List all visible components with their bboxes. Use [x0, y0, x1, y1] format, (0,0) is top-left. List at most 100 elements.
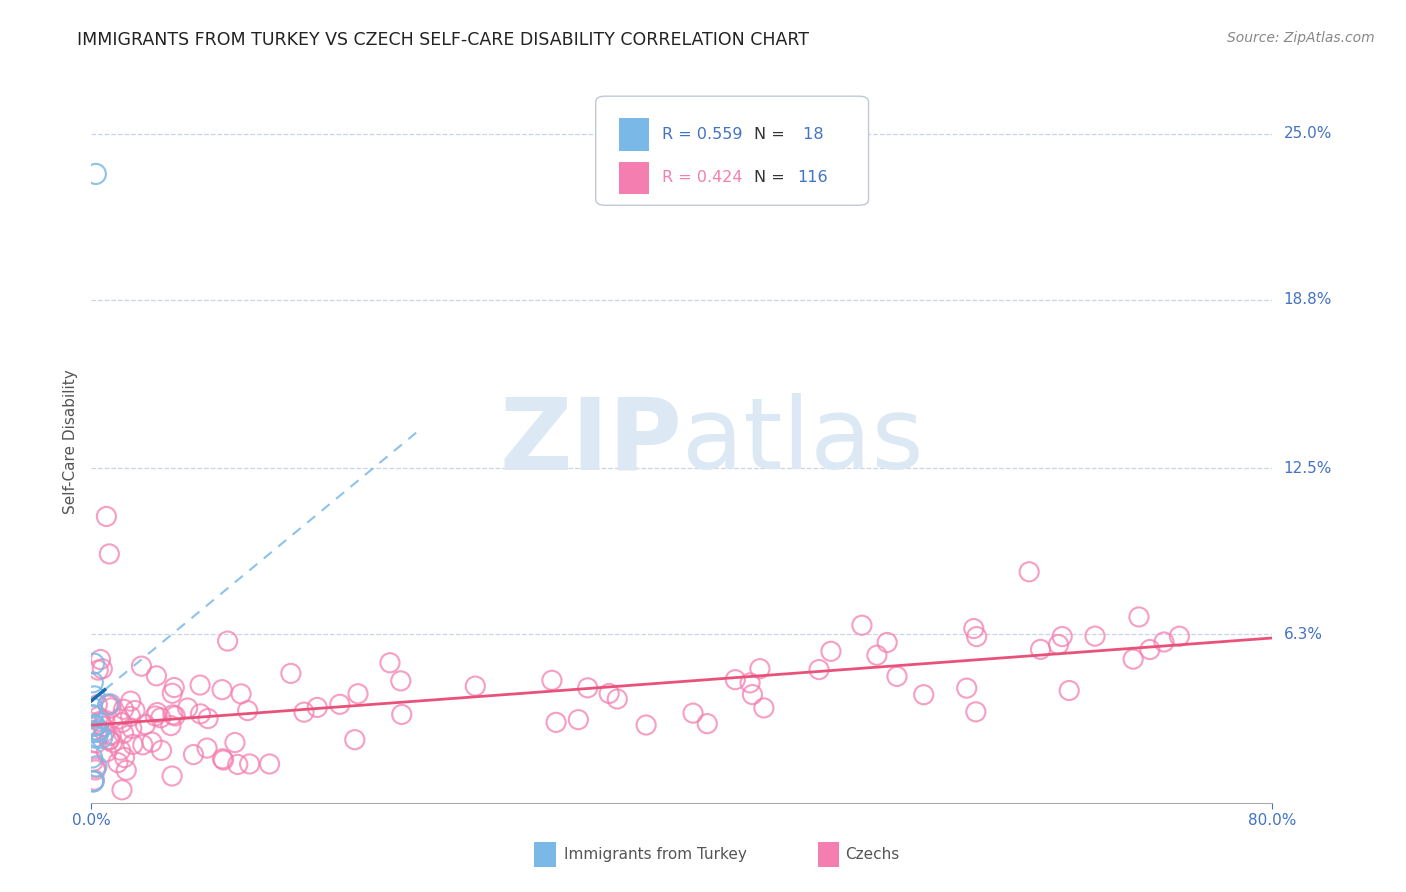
Point [160, 769, 183, 783]
Point [83, 774, 105, 789]
Point [82, 725, 104, 739]
Point [100, 728, 122, 742]
Point [176, 701, 198, 715]
Point [239, 756, 262, 771]
Point [87, 663, 110, 677]
Point [87, 723, 110, 737]
Point [83, 719, 105, 733]
Point [347, 687, 370, 701]
Text: N =: N = [754, 127, 790, 142]
Point [121, 722, 143, 736]
Point [89, 652, 111, 666]
Bar [534, 842, 555, 867]
Point [464, 679, 486, 693]
Point [195, 741, 218, 756]
Point [97, 698, 120, 712]
Point [217, 634, 239, 648]
Text: 116: 116 [797, 170, 828, 186]
Point [886, 669, 908, 683]
Point [197, 712, 219, 726]
Point [1057, 683, 1080, 698]
Point [866, 648, 889, 663]
Point [163, 681, 186, 695]
Point [956, 681, 979, 695]
Point [748, 662, 770, 676]
Point [111, 715, 134, 730]
Text: N =: N = [754, 170, 790, 186]
Point [820, 644, 842, 658]
Point [112, 702, 135, 716]
Point [378, 656, 401, 670]
Point [110, 743, 132, 757]
Point [82, 774, 104, 789]
Point [143, 709, 166, 723]
Point [83, 773, 105, 788]
Text: atlas: atlas [682, 393, 924, 490]
Point [91, 719, 114, 733]
Point [1153, 635, 1175, 649]
Text: Czechs: Czechs [845, 847, 900, 863]
Point [89, 714, 111, 729]
Point [188, 678, 211, 692]
Point [1122, 652, 1144, 666]
Point [108, 712, 131, 726]
Y-axis label: Self-Care Disability: Self-Care Disability [62, 369, 77, 514]
Point [292, 705, 315, 719]
Point [91, 731, 114, 745]
Point [162, 686, 184, 700]
Text: 18: 18 [797, 127, 824, 142]
Point [115, 764, 138, 778]
Point [1168, 629, 1191, 643]
Point [165, 709, 187, 723]
Point [86, 730, 108, 744]
Point [636, 718, 658, 732]
Point [696, 716, 718, 731]
Point [1047, 638, 1070, 652]
Text: 12.5%: 12.5% [1284, 461, 1331, 475]
Point [576, 681, 599, 695]
Text: 18.8%: 18.8% [1284, 293, 1331, 307]
Point [124, 703, 146, 717]
Point [100, 697, 122, 711]
Point [100, 701, 122, 715]
Point [84, 167, 107, 181]
Point [101, 735, 124, 749]
Point [226, 757, 249, 772]
Point [98, 733, 121, 747]
Point [211, 682, 233, 697]
Point [329, 698, 352, 712]
Point [86, 698, 108, 712]
Point [145, 669, 167, 683]
Point [86, 759, 108, 773]
Text: Source: ZipAtlas.com: Source: ZipAtlas.com [1227, 31, 1375, 45]
Point [107, 756, 129, 770]
Point [1128, 610, 1150, 624]
Point [259, 756, 281, 771]
Point [82, 708, 104, 723]
Point [912, 688, 935, 702]
Point [389, 673, 412, 688]
Point [82, 723, 104, 738]
Point [114, 750, 136, 764]
Point [91, 662, 114, 676]
Point [876, 635, 898, 649]
Point [280, 666, 302, 681]
Point [162, 707, 184, 722]
Point [97, 698, 120, 713]
Point [741, 688, 763, 702]
Point [86, 736, 108, 750]
Point [98, 732, 121, 747]
Point [236, 704, 259, 718]
Point [752, 701, 775, 715]
Point [541, 673, 564, 688]
Point [682, 706, 704, 720]
Point [546, 715, 568, 730]
Point [94, 713, 117, 727]
Point [83, 657, 105, 671]
Point [160, 718, 183, 732]
Point [343, 732, 366, 747]
Point [224, 735, 246, 749]
Point [87, 710, 110, 724]
Point [96, 509, 118, 524]
Point [738, 676, 761, 690]
